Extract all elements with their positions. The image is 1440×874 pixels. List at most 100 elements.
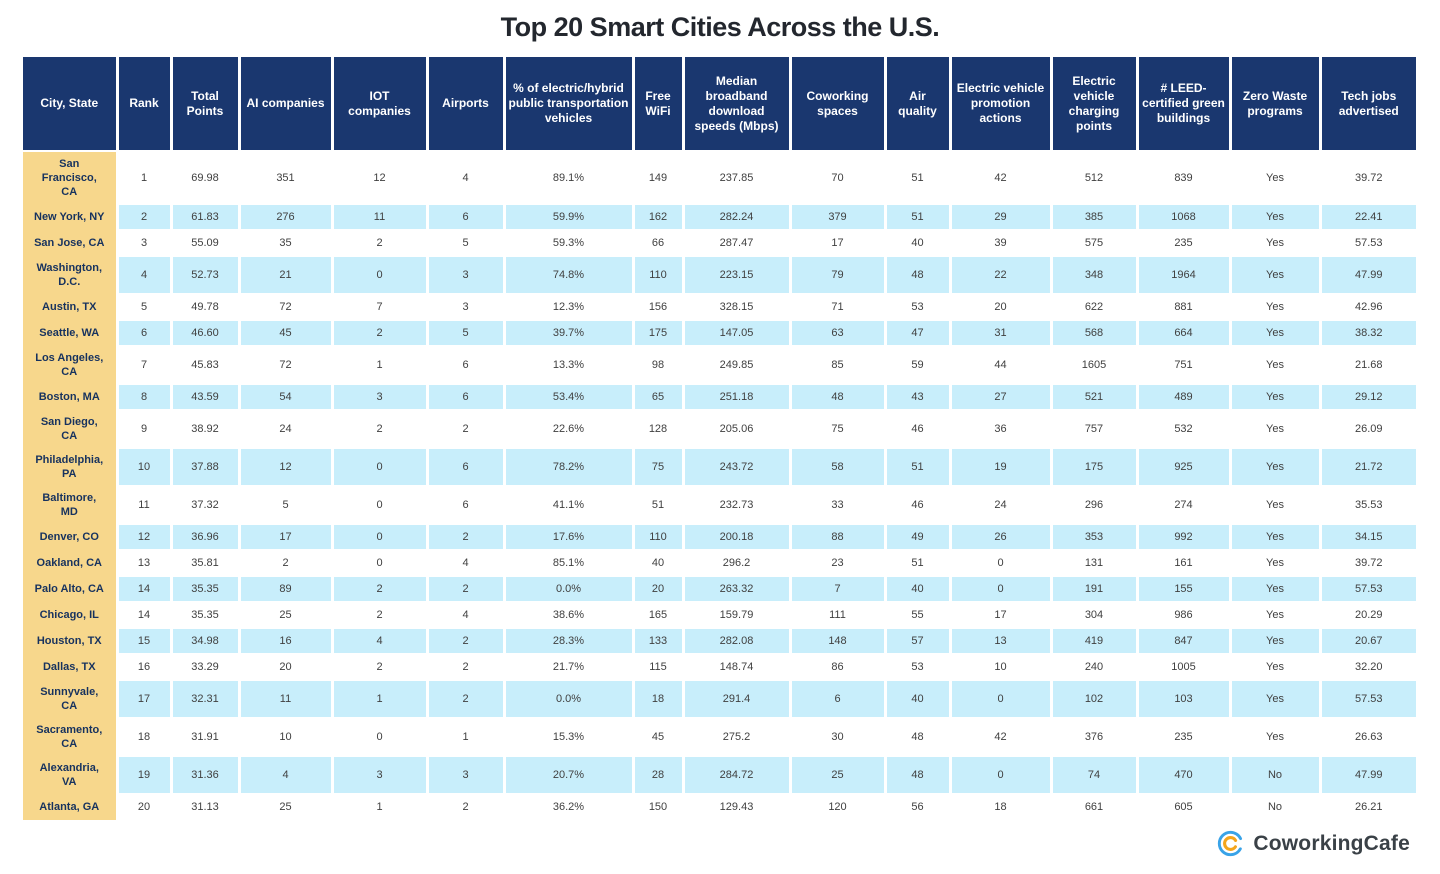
value-cell: 489 (1137, 384, 1232, 411)
value-cell: 59.9% (504, 204, 635, 231)
value-cell: Yes (1230, 410, 1322, 449)
value-cell: 51 (885, 204, 952, 231)
value-cell: 156 (633, 294, 685, 321)
value-cell: 79 (790, 256, 887, 295)
value-cell: 249.85 (683, 346, 792, 385)
city-cell: Palo Alto, CA (23, 576, 119, 602)
value-cell: 159.79 (683, 602, 792, 629)
value-cell: 1 (332, 680, 429, 719)
value-cell: 43.59 (171, 384, 241, 411)
value-cell: 2 (332, 602, 429, 629)
column-header: Airports (427, 57, 506, 152)
value-cell: 65 (633, 384, 685, 411)
value-cell: 102 (1051, 680, 1139, 719)
value-cell: Yes (1230, 151, 1322, 205)
value-cell: Yes (1230, 628, 1322, 655)
value-cell: 13.3% (504, 346, 635, 385)
value-cell: 48 (790, 384, 887, 411)
value-cell: 48 (885, 718, 952, 757)
value-cell: 29.12 (1320, 384, 1416, 411)
table-row: Boston, MA 8 43.59 54 3 6 53.4% 65 251.18 48 43 27 5… (23, 384, 1416, 411)
value-cell: 51 (633, 486, 685, 525)
city-cell: Chicago, IL (23, 602, 119, 628)
value-cell: 69.98 (171, 151, 241, 205)
value-cell: 47 (885, 320, 952, 347)
value-cell: 2 (427, 680, 506, 719)
value-cell: 2 (332, 320, 429, 347)
table-row: Philadelphia, PA 10 37.88 12 0 6 78.2% 75 243.72… (23, 448, 1416, 487)
value-cell: 2 (427, 576, 506, 603)
city-cell: Dallas, TX (23, 654, 119, 680)
value-cell: 2 (332, 576, 429, 603)
value-cell: 10 (950, 654, 1053, 681)
value-cell: 38.6% (504, 602, 635, 629)
value-cell: 51 (885, 550, 952, 577)
value-cell: 276 (239, 204, 334, 231)
column-header: Tech jobs advertised (1320, 57, 1416, 152)
value-cell: 55.09 (171, 230, 241, 257)
table-row: San Jose, CA 3 55.09 35 2 5 59.3% 66 287.47 17 40 3… (23, 230, 1416, 257)
value-cell: 0 (332, 256, 429, 295)
value-cell: 2 (427, 524, 506, 551)
value-cell: No (1230, 794, 1322, 821)
value-cell: 20.7% (504, 756, 635, 795)
value-cell: 235 (1137, 230, 1232, 257)
value-cell: 72 (239, 346, 334, 385)
value-cell: 5 (239, 486, 334, 525)
value-cell: 385 (1051, 204, 1139, 231)
value-cell: 2 (332, 654, 429, 681)
value-cell: 751 (1137, 346, 1232, 385)
city-cell: Sunnyvale, CA (23, 680, 119, 718)
value-cell: 986 (1137, 602, 1232, 629)
value-cell: 149 (633, 151, 685, 205)
value-cell: 86 (790, 654, 887, 681)
value-cell: 175 (633, 320, 685, 347)
value-cell: 0 (332, 718, 429, 757)
value-cell: 296.2 (683, 550, 792, 577)
value-cell: 19 (117, 756, 173, 795)
value-cell: 205.06 (683, 410, 792, 449)
value-cell: 110 (633, 524, 685, 551)
value-cell: 148 (790, 628, 887, 655)
value-cell: 57.53 (1320, 576, 1416, 603)
value-cell: 25 (790, 756, 887, 795)
value-cell: 42 (950, 151, 1053, 205)
value-cell: 74 (1051, 756, 1139, 795)
city-cell: Atlanta, GA (23, 794, 119, 820)
value-cell: 35.81 (171, 550, 241, 577)
value-cell: 33 (790, 486, 887, 525)
value-cell: 1 (427, 718, 506, 757)
value-cell: Yes (1230, 550, 1322, 577)
value-cell: 575 (1051, 230, 1139, 257)
value-cell: 55 (885, 602, 952, 629)
value-cell: 0 (950, 756, 1053, 795)
value-cell: 223.15 (683, 256, 792, 295)
value-cell: No (1230, 756, 1322, 795)
value-cell: 2 (117, 204, 173, 231)
column-header: Air quality (885, 57, 952, 152)
table-row: Oakland, CA 13 35.81 2 0 4 85.1% 40 296.2 23 51 0 13… (23, 550, 1416, 577)
value-cell: Yes (1230, 448, 1322, 487)
value-cell: 34.15 (1320, 524, 1416, 551)
value-cell: 664 (1137, 320, 1232, 347)
value-cell: 2 (427, 628, 506, 655)
value-cell: 18 (633, 680, 685, 719)
value-cell: 6 (790, 680, 887, 719)
value-cell: 847 (1137, 628, 1232, 655)
value-cell: Yes (1230, 230, 1322, 257)
value-cell: 129.43 (683, 794, 792, 821)
column-header: AI companies (239, 57, 334, 152)
coworkingcafe-logo: CoworkingCafe (1217, 830, 1410, 857)
value-cell: 881 (1137, 294, 1232, 321)
value-cell: 282.24 (683, 204, 792, 231)
value-cell: 5 (427, 320, 506, 347)
value-cell: 11 (239, 680, 334, 719)
value-cell: Yes (1230, 602, 1322, 629)
value-cell: 376 (1051, 718, 1139, 757)
value-cell: 58 (790, 448, 887, 487)
value-cell: 42.96 (1320, 294, 1416, 321)
value-cell: 5 (117, 294, 173, 321)
value-cell: 0.0% (504, 576, 635, 603)
value-cell: 21.68 (1320, 346, 1416, 385)
